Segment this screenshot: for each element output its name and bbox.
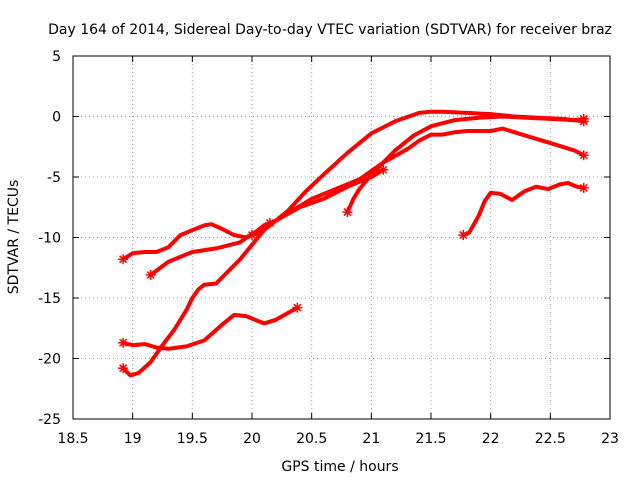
x-tick-label: 18.5 <box>57 431 88 447</box>
x-tick-label: 21.5 <box>415 431 446 447</box>
chart-title: Day 164 of 2014, Sidereal Day-to-day VTE… <box>48 22 612 38</box>
series-layer <box>118 109 589 378</box>
data-point-marker <box>458 230 469 241</box>
axis-ticks: 18.5 19 19.5 20 20.5 21 21.5 22 22.5 23 -25 -20 -15 -… <box>38 49 619 447</box>
x-tick-label: 21 <box>362 431 380 447</box>
data-point-marker <box>292 302 303 313</box>
y-tick-label: -15 <box>38 291 61 307</box>
series-line <box>121 126 586 378</box>
x-tick-label: 23 <box>601 431 619 447</box>
y-axis-label: SDTVAR / TECUs <box>6 180 22 295</box>
series-track-4 <box>118 126 589 378</box>
data-point-marker <box>118 254 129 265</box>
x-tick-label: 22.5 <box>535 431 566 447</box>
x-tick-label: 22 <box>482 431 500 447</box>
data-point-marker <box>145 270 156 281</box>
y-tick-label: 5 <box>52 49 61 65</box>
data-point-marker <box>118 363 129 374</box>
y-tick-label: -25 <box>38 412 61 428</box>
x-axis-label: GPS time / hours <box>281 459 398 475</box>
data-point-marker <box>578 113 589 124</box>
y-tick-label: 0 <box>52 110 61 126</box>
data-point-marker <box>578 182 589 193</box>
series-track-7 <box>458 181 589 241</box>
data-point-marker <box>578 150 589 161</box>
series-line <box>345 114 586 215</box>
y-tick-label: -10 <box>38 231 61 247</box>
series-track-3 <box>118 302 303 351</box>
data-point-marker <box>342 207 353 218</box>
y-tick-label: -5 <box>47 170 61 186</box>
x-tick-label: 19 <box>124 431 142 447</box>
series-track-6 <box>342 113 589 218</box>
x-tick-label: 19.5 <box>177 431 208 447</box>
series-line <box>461 181 586 238</box>
y-tick-label: -20 <box>38 352 61 368</box>
x-tick-label: 20 <box>243 431 261 447</box>
x-tick-label: 20.5 <box>296 431 327 447</box>
data-point-marker <box>247 230 257 241</box>
series-line <box>121 305 300 351</box>
data-point-marker <box>118 337 129 348</box>
